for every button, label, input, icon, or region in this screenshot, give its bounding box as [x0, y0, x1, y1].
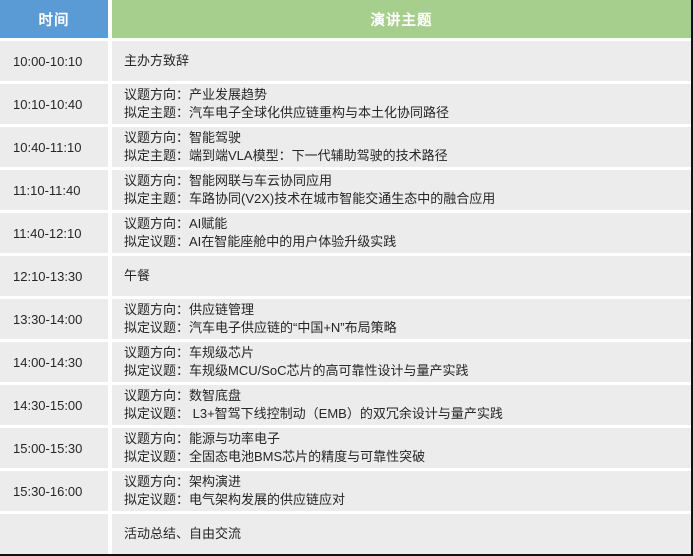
- table-row: 10:40-11:10 议题方向：智能驾驶 拟定主题：端到端VLA模型：下一代辅助驾…: [0, 127, 691, 167]
- topic-cell: 议题方向：AI赋能拟定议题：AI在智能座舱中的用户体验升级实践: [112, 213, 691, 253]
- topic-line: 拟定议题：汽车电子供应链的“中国+N”布局策略: [124, 320, 397, 335]
- table-row: 12:10-13:30 午餐: [0, 256, 691, 296]
- topic-line: 议题方向：车规级芯片: [124, 345, 255, 360]
- topic-cell: 活动总结、自由交流: [112, 514, 691, 554]
- table-header: 时间 演讲主题: [0, 0, 691, 38]
- time-cell: 13:30-14:00: [0, 299, 108, 339]
- topic-cell: 议题方向：智能驾驶拟定主题：端到端VLA模型：下一代辅助驾驶的技术路径: [112, 127, 691, 167]
- topic-line: 活动总结、自由交流: [124, 526, 242, 541]
- time-cell: 14:00-14:30: [0, 342, 108, 382]
- table-row: 15:30-16:00 议题方向：架构演进 拟定议题：电气架构发展的供应链应对: [0, 471, 691, 511]
- table-row: 活动总结、自由交流: [0, 514, 691, 554]
- time-cell: 15:30-16:00: [0, 471, 108, 511]
- topic-line: 议题方向：产业发展趋势: [124, 87, 268, 102]
- topic-cell: 议题方向：数智底盘拟定议题： L3+智驾下线控制动（EMB）的双冗余设计与量产实…: [112, 385, 691, 425]
- time-cell: 10:40-11:10: [0, 127, 108, 167]
- table-row: 14:00-14:30 议题方向：车规级芯片 拟定议题：车规级MCU/SoC芯片的高…: [0, 342, 691, 382]
- time-cell: 14:30-15:00: [0, 385, 108, 425]
- time-cell: 15:00-15:30: [0, 428, 108, 468]
- time-cell: 11:40-12:10: [0, 213, 108, 253]
- topic-cell: 午餐: [112, 256, 691, 296]
- topic-line: 午餐: [124, 268, 151, 283]
- time-cell: 10:10-10:40: [0, 84, 108, 124]
- topic-line: 拟定议题：车规级MCU/SoC芯片的高可靠性设计与量产实践: [124, 363, 469, 378]
- topic-line: 拟定主题：车路协同(V2X)技术在城市智能交通生态中的融合应用: [124, 191, 496, 206]
- topic-cell: 议题方向：车规级芯片拟定议题：车规级MCU/SoC芯片的高可靠性设计与量产实践: [112, 342, 691, 382]
- time-column-header: 时间: [0, 0, 108, 38]
- topic-line: 议题方向：供应链管理: [124, 302, 255, 317]
- topic-line: 拟定议题：电气架构发展的供应链应对: [124, 492, 346, 507]
- table-body: 10:00-10:10 主办方致辞 10:10-10:40 议题方向：产业发展趋势 拟定…: [0, 41, 691, 554]
- topic-line: 议题方向：数智底盘: [124, 388, 242, 403]
- table-row: 15:00-15:30 议题方向：能源与功率电子 拟定议题：全固态电池BMS芯片的精…: [0, 428, 691, 468]
- topic-cell: 议题方向：架构演进拟定议题：电气架构发展的供应链应对: [112, 471, 691, 511]
- topic-line: 议题方向：能源与功率电子: [124, 431, 281, 446]
- table-row: 10:00-10:10 主办方致辞: [0, 41, 691, 81]
- topic-cell: 议题方向：能源与功率电子拟定议题：全固态电池BMS芯片的精度与可靠性突破: [112, 428, 691, 468]
- topic-line: 议题方向：AI赋能: [124, 216, 228, 231]
- topic-cell: 议题方向：智能网联与车云协同应用拟定主题：车路协同(V2X)技术在城市智能交通生…: [112, 170, 691, 210]
- topic-cell: 议题方向：供应链管理拟定议题：汽车电子供应链的“中国+N”布局策略: [112, 299, 691, 339]
- topic-line: 议题方向：智能网联与车云协同应用: [124, 173, 333, 188]
- table-row: 11:10-11:40 议题方向：智能网联与车云协同应用 拟定主题：车路协同(V2X…: [0, 170, 691, 210]
- time-cell: [0, 514, 108, 554]
- topic-column-header: 演讲主题: [112, 0, 691, 38]
- topic-line: 拟定议题：AI在智能座舱中的用户体验升级实践: [124, 234, 397, 249]
- table-row: 11:40-12:10 议题方向：AI赋能 拟定议题：AI在智能座舱中的用户体验升级…: [0, 213, 691, 253]
- time-cell: 11:10-11:40: [0, 170, 108, 210]
- topic-line: 拟定主题：端到端VLA模型：下一代辅助驾驶的技术路径: [124, 148, 448, 163]
- topic-line: 拟定议题：全固态电池BMS芯片的精度与可靠性突破: [124, 449, 426, 464]
- topic-cell: 议题方向：产业发展趋势拟定主题：汽车电子全球化供应链重构与本土化协同路径: [112, 84, 691, 124]
- time-cell: 12:10-13:30: [0, 256, 108, 296]
- topic-line: 拟定议题： L3+智驾下线控制动（EMB）的双冗余设计与量产实践: [124, 406, 503, 421]
- table-row: 10:10-10:40 议题方向：产业发展趋势 拟定主题：汽车电子全球化供应链重构与…: [0, 84, 691, 124]
- time-cell: 10:00-10:10: [0, 41, 108, 81]
- topic-line: 主办方致辞: [124, 53, 190, 68]
- topic-cell: 主办方致辞: [112, 41, 691, 81]
- table-row: 14:30-15:00 议题方向：数智底盘 拟定议题： L3+智驾下线控制动（EMB…: [0, 385, 691, 425]
- table-row: 13:30-14:00 议题方向：供应链管理 拟定议题：汽车电子供应链的“中国+N”…: [0, 299, 691, 339]
- topic-line: 拟定主题：汽车电子全球化供应链重构与本土化协同路径: [124, 105, 450, 120]
- topic-line: 议题方向：智能驾驶: [124, 130, 242, 145]
- topic-line: 议题方向：架构演进: [124, 474, 242, 489]
